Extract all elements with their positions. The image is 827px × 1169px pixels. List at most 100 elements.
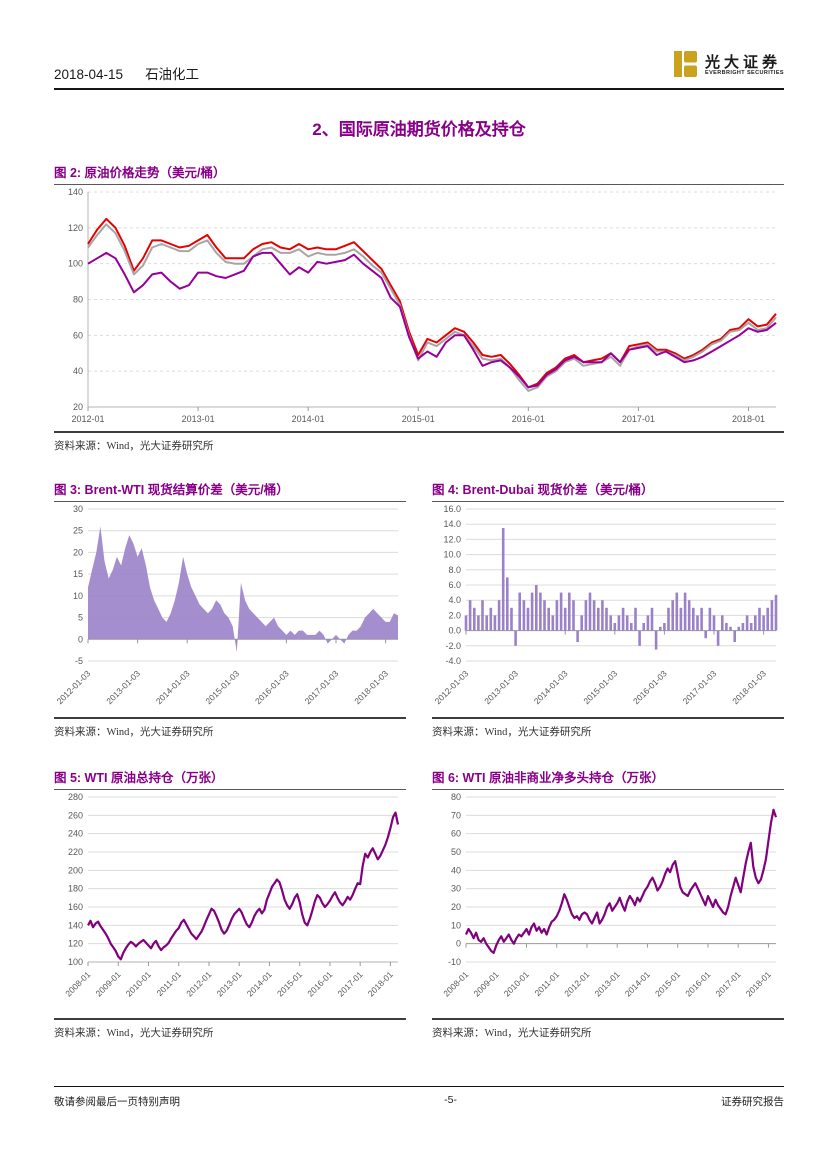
- svg-text:2013-01: 2013-01: [214, 969, 243, 998]
- figure-4-title: 图 4: Brent-Dubai 现货价差（美元/桶）: [432, 479, 784, 502]
- svg-text:140: 140: [68, 920, 83, 930]
- chart-brent-dubai-spread: -4.0 -2.0 0.0 2.0 4.0 6.0 8.0 10.0 12.0 14.0 16.0 2…: [432, 502, 784, 717]
- svg-text:20: 20: [451, 902, 461, 912]
- figure-4-source: 资料来源：Wind，光大证券研究所: [432, 717, 784, 739]
- brand-logo: 光大证券 EVERBRIGHT SECURITIES: [673, 50, 784, 83]
- industry-label: 石油化工: [145, 67, 200, 82]
- svg-text:2015-01: 2015-01: [402, 414, 435, 424]
- svg-text:8.0: 8.0: [448, 565, 461, 575]
- svg-text:16.0: 16.0: [443, 504, 461, 514]
- svg-text:0: 0: [456, 939, 461, 949]
- figure-2-source: 资料来源：Wind，光大证券研究所: [54, 431, 784, 453]
- svg-text:280: 280: [68, 792, 83, 802]
- svg-text:2013-01-03: 2013-01-03: [482, 668, 520, 706]
- svg-text:2011-01: 2011-01: [532, 969, 561, 998]
- svg-text:200: 200: [68, 865, 83, 875]
- svg-text:10.0: 10.0: [443, 550, 461, 560]
- svg-text:120: 120: [68, 223, 83, 233]
- svg-text:2018-01-03: 2018-01-03: [352, 668, 390, 706]
- svg-text:2017-01: 2017-01: [713, 969, 742, 998]
- svg-text:15: 15: [73, 569, 83, 579]
- svg-text:2015-01: 2015-01: [275, 969, 304, 998]
- figure-3-brent-wti-spread: 图 3: Brent-WTI 现货结算价差（美元/桶） -5 0 5 10 15 20 25…: [54, 479, 406, 739]
- footer-disclaimer: 敬请参阅最后一页特别声明: [54, 1096, 180, 1108]
- svg-text:2014-01: 2014-01: [292, 414, 325, 424]
- svg-text:2008-01: 2008-01: [441, 969, 470, 998]
- chart-brent-wti-spread: -5 0 5 10 15 20 25 30 2012-01-03 2013-01-03 2014-0…: [54, 502, 406, 717]
- svg-text:25: 25: [73, 526, 83, 536]
- svg-text:2018-01: 2018-01: [366, 969, 395, 998]
- svg-text:40: 40: [451, 865, 461, 875]
- svg-text:2012-01-03: 2012-01-03: [55, 668, 93, 706]
- svg-text:2012-01: 2012-01: [184, 969, 213, 998]
- svg-text:12.0: 12.0: [443, 534, 461, 544]
- svg-text:-2.0: -2.0: [445, 641, 461, 651]
- figure-5-wti-open-interest: 图 5: WTI 原油总持仓（万张） 100 120 140 160 180 200 220…: [54, 767, 406, 1040]
- brand-name-cn: 光大证券: [705, 54, 782, 71]
- svg-text:2014-01: 2014-01: [245, 969, 274, 998]
- svg-text:220: 220: [68, 847, 83, 857]
- svg-text:6.0: 6.0: [448, 580, 461, 590]
- svg-text:120: 120: [68, 939, 83, 949]
- svg-text:2011-01: 2011-01: [154, 969, 183, 998]
- svg-text:2016-01-03: 2016-01-03: [631, 668, 669, 706]
- svg-text:100: 100: [68, 957, 83, 967]
- svg-text:2018-01: 2018-01: [732, 414, 765, 424]
- svg-text:2015-01-03: 2015-01-03: [581, 668, 619, 706]
- svg-text:-10: -10: [448, 957, 461, 967]
- svg-text:2016-01: 2016-01: [683, 969, 712, 998]
- svg-text:180: 180: [68, 884, 83, 894]
- svg-text:2013-01-03: 2013-01-03: [104, 668, 142, 706]
- svg-text:2017-01: 2017-01: [335, 969, 364, 998]
- svg-text:40: 40: [73, 366, 83, 376]
- svg-text:0.0: 0.0: [448, 626, 461, 636]
- svg-text:160: 160: [68, 902, 83, 912]
- svg-text:2015-01: 2015-01: [653, 969, 682, 998]
- svg-text:260: 260: [68, 810, 83, 820]
- page-footer: 敬请参阅最后一页特别声明 -5- 证券研究报告: [54, 1086, 784, 1109]
- svg-text:2017-01: 2017-01: [622, 414, 655, 424]
- svg-text:60: 60: [73, 330, 83, 340]
- svg-text:2.0: 2.0: [448, 610, 461, 620]
- svg-text:100: 100: [68, 259, 83, 269]
- svg-text:20: 20: [73, 547, 83, 557]
- svg-text:2010-01: 2010-01: [502, 969, 531, 998]
- svg-text:10: 10: [73, 591, 83, 601]
- svg-text:2008-01: 2008-01: [63, 969, 92, 998]
- figure-6-title: 图 6: WTI 原油非商业净多头持仓（万张）: [432, 767, 784, 790]
- svg-text:14.0: 14.0: [443, 519, 461, 529]
- svg-text:30: 30: [73, 504, 83, 514]
- svg-text:2014-01: 2014-01: [623, 969, 652, 998]
- svg-text:2016-01: 2016-01: [305, 969, 334, 998]
- section-title: 2、国际原油期货价格及持仓: [312, 120, 526, 139]
- svg-text:2013-01: 2013-01: [592, 969, 621, 998]
- svg-text:30: 30: [451, 884, 461, 894]
- svg-text:2013-01: 2013-01: [182, 414, 215, 424]
- svg-text:4.0: 4.0: [448, 595, 461, 605]
- page-header: 2018-04-15 石油化工 光大证券 EVERBRIGHT SECURITI…: [54, 50, 784, 90]
- svg-text:10: 10: [451, 920, 461, 930]
- svg-text:2014-01-03: 2014-01-03: [154, 668, 192, 706]
- figure-3-source: 资料来源：Wind，光大证券研究所: [54, 717, 406, 739]
- svg-text:2017-01-03: 2017-01-03: [303, 668, 341, 706]
- svg-text:50: 50: [451, 847, 461, 857]
- svg-text:20: 20: [73, 402, 83, 412]
- svg-text:2016-01-03: 2016-01-03: [253, 668, 291, 706]
- svg-text:80: 80: [73, 295, 83, 305]
- everbright-logo-icon: [673, 50, 699, 83]
- svg-text:2015-01-03: 2015-01-03: [203, 668, 241, 706]
- svg-text:2017-01-03: 2017-01-03: [681, 668, 719, 706]
- svg-text:2016-01: 2016-01: [512, 414, 545, 424]
- chart-crude-oil-price-trend: 20 40 60 80 100 120 140 2012-01 2013-01 2014-01 20…: [54, 185, 784, 431]
- chart-wti-total-open-interest: 100 120 140 160 180 200 220 240 260 280 2008-01 200…: [54, 790, 406, 1018]
- svg-text:2009-01: 2009-01: [94, 969, 123, 998]
- svg-text:80: 80: [451, 792, 461, 802]
- svg-text:240: 240: [68, 829, 83, 839]
- svg-text:2010-01: 2010-01: [124, 969, 153, 998]
- svg-text:5: 5: [78, 613, 83, 623]
- figure-5-source: 资料来源：Wind，光大证券研究所: [54, 1018, 406, 1040]
- brand-name-en: EVERBRIGHT SECURITIES: [705, 70, 784, 77]
- svg-text:0: 0: [78, 634, 83, 644]
- svg-text:70: 70: [451, 810, 461, 820]
